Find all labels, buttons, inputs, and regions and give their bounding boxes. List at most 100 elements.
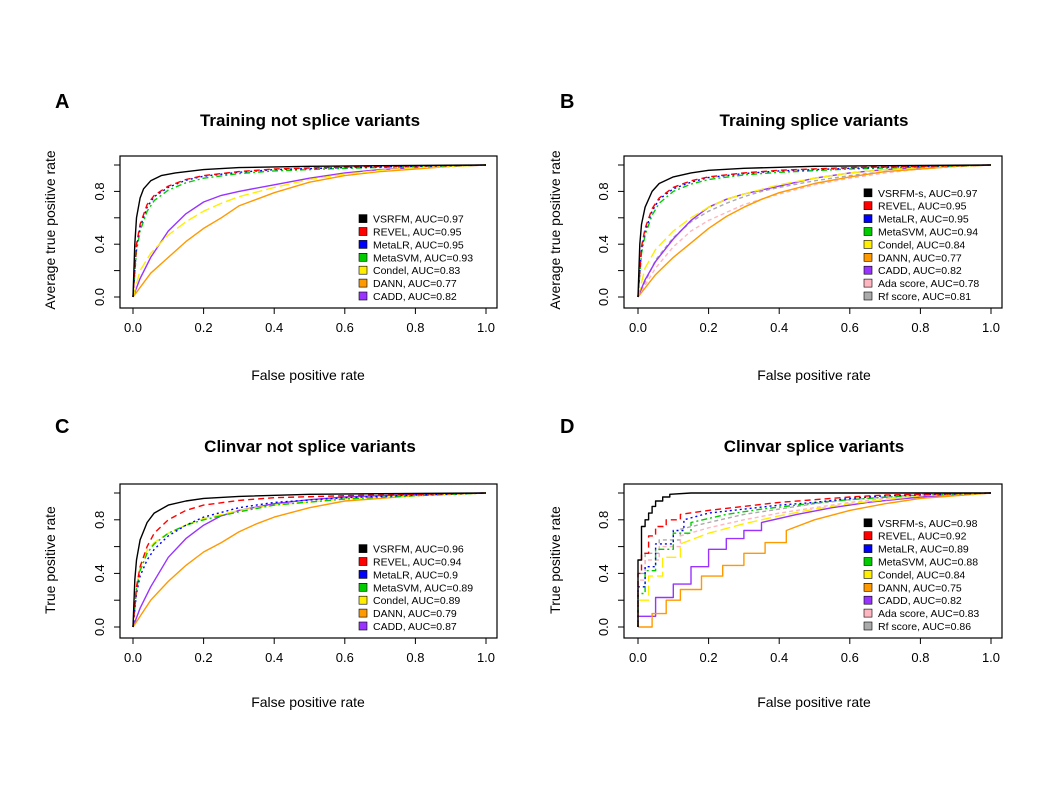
x-tick-label: 0.6 [336,650,354,665]
y-tick-label: 0.8 [596,182,611,200]
legend-entry: MetaLR, AUC=0.95 [373,239,464,251]
x-tick-label: 0.2 [195,320,213,335]
y-tick-label: 0.4 [596,564,611,582]
legend-entry: Ada score, AUC=0.78 [878,278,979,290]
legend-entry: Condel, AUC=0.83 [373,265,460,277]
x-axis-label: False positive rate [251,367,365,383]
x-tick-label: 0.8 [406,650,424,665]
legend-swatch [358,570,368,579]
legend-swatch [863,518,873,528]
panel-a: A Training not splice variants 0.0 0.2 0.4 0.… [42,91,498,383]
x-tick-label: 0.8 [911,650,929,665]
panel-b: B Training splice variants 0.0 0.2 0.4 0.6 0.8… [547,91,1003,383]
legend-entry: DANN, AUC=0.79 [373,608,457,620]
legend-entry: REVEL, AUC=0.94 [373,557,462,569]
chart-title: Training not splice variants [200,111,420,130]
legend-swatch [863,253,873,262]
series-line-vsrfm [132,164,487,298]
series-line-vsrfm-s [637,164,992,298]
panel-letter: B [560,91,574,113]
series-group [637,492,992,628]
x-tick-label: 0.4 [770,320,788,335]
legend-swatch [358,557,368,566]
x-tick-label: 0.2 [700,320,718,335]
series-line-revel [637,492,992,627]
legend-swatch [358,227,368,236]
x-tick-label: 0.4 [770,650,788,665]
legend-entry: CADD, AUC=0.82 [878,595,962,607]
legend-swatch [358,291,368,301]
legend-entry: REVEL, AUC=0.92 [878,531,967,543]
legend-swatch [863,240,873,249]
legend-entry: MetaLR, AUC=0.9 [373,569,458,581]
series-line-condel [637,164,992,298]
series-line-metalr [132,492,487,628]
series-line-cadd [132,164,487,298]
panel-letter: D [560,416,574,438]
legend-swatch [358,608,368,618]
plot-frame [119,483,498,639]
legend-swatch [358,582,368,592]
legend-swatch [358,214,368,223]
series-group [637,164,992,298]
series-line-metasvm [637,492,992,627]
y-axis-label: Average true positive rate [42,150,58,309]
legend-swatch [358,240,368,249]
legend-swatch [863,544,873,553]
series-line-vsrfm-s [637,492,991,627]
y-tick-label: 0.8 [596,511,611,529]
legend-swatch [863,557,873,566]
series-group [132,492,487,628]
panel-d: D Clinvar splice variants 0.0 0.2 0.4 0.6 0.8 1… [547,416,1003,710]
x-tick-label: 0.0 [629,650,647,665]
y-axis-label: True positive rate [547,506,563,614]
y-tick-label: 0.4 [596,235,611,253]
series-line-dann [638,492,992,628]
legend-swatch [863,608,873,618]
x-tick-label: 1.0 [982,650,1000,665]
series-line-metasvm [132,492,487,628]
series-line-metasvm [637,164,992,298]
legend-entry: MetaSVM, AUC=0.89 [373,582,473,594]
x-tick-label: 1.0 [477,650,495,665]
series-line-cadd [637,492,992,627]
panel-letter: A [55,91,69,113]
legend-swatch [863,265,873,275]
plot-frame [623,483,1003,639]
legend-entry: MetaSVM, AUC=0.93 [373,252,473,264]
series-group [132,164,487,298]
series-line-vsrfm [132,492,487,628]
series-line-metalr [637,492,992,627]
legend-entry: MetaSVM, AUC=0.94 [878,227,978,239]
y-axis-label: True positive rate [42,506,58,614]
x-tick-label: 0.4 [265,650,283,665]
legend-swatch [863,201,873,210]
legend-entry: VSRFM-s, AUC=0.97 [878,188,978,200]
y-tick-label: 0.8 [92,511,107,529]
legend-swatch [863,278,873,288]
y-tick-label: 0.4 [92,235,107,253]
legend-entry: Ada score, AUC=0.83 [878,608,979,620]
plot-frame [623,155,1003,309]
legend-entry: Condel, AUC=0.84 [878,569,965,581]
legend-entry: VSRFM, AUC=0.96 [373,544,464,556]
x-tick-label: 0.4 [265,320,283,335]
legend-entry: REVEL, AUC=0.95 [373,227,462,239]
legend-entry: REVEL, AUC=0.95 [878,201,967,213]
x-tick-label: 1.0 [982,320,1000,335]
legend-entry: VSRFM-s, AUC=0.98 [878,518,978,530]
x-tick-label: 0.6 [336,320,354,335]
legend-swatch [358,595,368,605]
legend-swatch [863,531,873,541]
legend-swatch [358,278,368,288]
legend-swatch [863,582,873,592]
series-line-condel [132,164,487,298]
legend-entry: CADD, AUC=0.82 [878,265,962,277]
x-axis-label: False positive rate [757,367,871,383]
y-tick-label: 0.0 [596,618,611,636]
legend-entry: MetaLR, AUC=0.89 [878,544,969,556]
series-line-condel [637,492,992,627]
